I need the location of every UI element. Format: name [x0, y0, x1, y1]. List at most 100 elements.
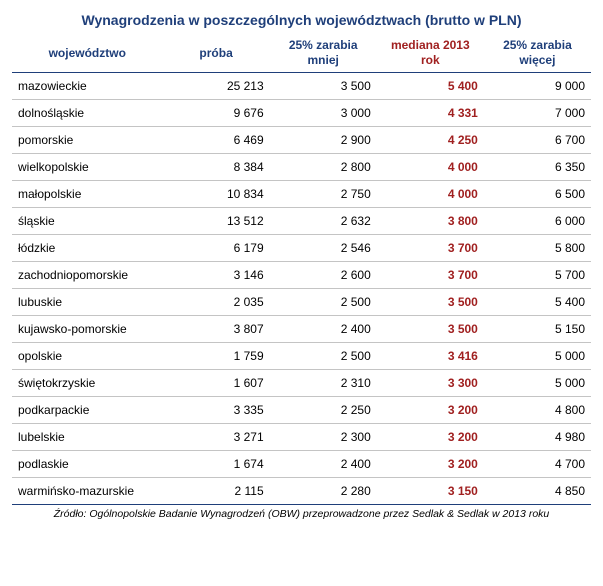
cell-sample: 10 834	[163, 181, 270, 208]
cell-median: 3 416	[377, 343, 484, 370]
cell-q25: 2 250	[270, 397, 377, 424]
cell-region: podlaskie	[12, 451, 163, 478]
cell-q75: 5 000	[484, 370, 591, 397]
cell-median: 4 331	[377, 100, 484, 127]
cell-q75: 7 000	[484, 100, 591, 127]
cell-region: łódzkie	[12, 235, 163, 262]
cell-median: 3 200	[377, 424, 484, 451]
cell-q25: 2 400	[270, 316, 377, 343]
table-title: Wynagrodzenia w poszczególnych województ…	[12, 12, 591, 28]
cell-median: 3 150	[377, 478, 484, 505]
cell-q25: 2 500	[270, 289, 377, 316]
cell-region: wielkopolskie	[12, 154, 163, 181]
table-row: podkarpackie3 3352 2503 2004 800	[12, 397, 591, 424]
cell-median: 4 250	[377, 127, 484, 154]
cell-q75: 4 700	[484, 451, 591, 478]
cell-q25: 2 750	[270, 181, 377, 208]
cell-sample: 9 676	[163, 100, 270, 127]
cell-q25: 3 000	[270, 100, 377, 127]
cell-median: 3 300	[377, 370, 484, 397]
table-row: dolnośląskie9 6763 0004 3317 000	[12, 100, 591, 127]
cell-sample: 3 146	[163, 262, 270, 289]
cell-q75: 4 800	[484, 397, 591, 424]
cell-region: dolnośląskie	[12, 100, 163, 127]
table-row: małopolskie10 8342 7504 0006 500	[12, 181, 591, 208]
table-row: śląskie13 5122 6323 8006 000	[12, 208, 591, 235]
cell-sample: 13 512	[163, 208, 270, 235]
col-header-region: województwo	[12, 34, 163, 73]
cell-region: lubuskie	[12, 289, 163, 316]
cell-sample: 25 213	[163, 73, 270, 100]
cell-q75: 6 700	[484, 127, 591, 154]
cell-median: 3 700	[377, 262, 484, 289]
col-header-sample: próba	[163, 34, 270, 73]
col-header-median: mediana 2013 rok	[377, 34, 484, 73]
cell-q75: 5 700	[484, 262, 591, 289]
table-row: wielkopolskie8 3842 8004 0006 350	[12, 154, 591, 181]
table-row: zachodniopomorskie3 1462 6003 7005 700	[12, 262, 591, 289]
cell-median: 4 000	[377, 154, 484, 181]
cell-region: śląskie	[12, 208, 163, 235]
cell-median: 3 500	[377, 316, 484, 343]
cell-median: 3 500	[377, 289, 484, 316]
cell-q25: 2 280	[270, 478, 377, 505]
table-row: łódzkie6 1792 5463 7005 800	[12, 235, 591, 262]
cell-region: lubelskie	[12, 424, 163, 451]
cell-q75: 6 350	[484, 154, 591, 181]
cell-q25: 2 310	[270, 370, 377, 397]
cell-median: 3 200	[377, 397, 484, 424]
cell-sample: 1 759	[163, 343, 270, 370]
cell-sample: 3 807	[163, 316, 270, 343]
col-header-q25: 25% zarabia mniej	[270, 34, 377, 73]
cell-q75: 5 000	[484, 343, 591, 370]
salary-table: województwo próba 25% zarabia mniej medi…	[12, 34, 591, 505]
cell-sample: 3 335	[163, 397, 270, 424]
table-row: opolskie1 7592 5003 4165 000	[12, 343, 591, 370]
header-row: województwo próba 25% zarabia mniej medi…	[12, 34, 591, 73]
cell-q25: 2 546	[270, 235, 377, 262]
cell-q75: 9 000	[484, 73, 591, 100]
table-row: pomorskie6 4692 9004 2506 700	[12, 127, 591, 154]
table-row: lubelskie3 2712 3003 2004 980	[12, 424, 591, 451]
table-row: podlaskie1 6742 4003 2004 700	[12, 451, 591, 478]
cell-sample: 3 271	[163, 424, 270, 451]
cell-median: 5 400	[377, 73, 484, 100]
cell-region: świętokrzyskie	[12, 370, 163, 397]
cell-median: 3 800	[377, 208, 484, 235]
cell-median: 4 000	[377, 181, 484, 208]
cell-q75: 5 150	[484, 316, 591, 343]
cell-q25: 2 632	[270, 208, 377, 235]
cell-q75: 5 800	[484, 235, 591, 262]
cell-median: 3 200	[377, 451, 484, 478]
cell-sample: 6 469	[163, 127, 270, 154]
cell-q75: 5 400	[484, 289, 591, 316]
cell-region: opolskie	[12, 343, 163, 370]
cell-region: kujawsko-pomorskie	[12, 316, 163, 343]
cell-median: 3 700	[377, 235, 484, 262]
cell-q25: 2 300	[270, 424, 377, 451]
cell-region: pomorskie	[12, 127, 163, 154]
col-header-q75: 25% zarabia więcej	[484, 34, 591, 73]
cell-q25: 2 500	[270, 343, 377, 370]
source-note: Źródło: Ogólnopolskie Badanie Wynagrodze…	[12, 508, 591, 520]
table-row: świętokrzyskie1 6072 3103 3005 000	[12, 370, 591, 397]
cell-q25: 2 400	[270, 451, 377, 478]
cell-q25: 2 900	[270, 127, 377, 154]
cell-region: zachodniopomorskie	[12, 262, 163, 289]
cell-region: małopolskie	[12, 181, 163, 208]
cell-q75: 6 500	[484, 181, 591, 208]
table-row: lubuskie2 0352 5003 5005 400	[12, 289, 591, 316]
cell-q25: 3 500	[270, 73, 377, 100]
table-row: warmińsko-mazurskie2 1152 2803 1504 850	[12, 478, 591, 505]
table-row: mazowieckie25 2133 5005 4009 000	[12, 73, 591, 100]
cell-q75: 4 850	[484, 478, 591, 505]
cell-q75: 4 980	[484, 424, 591, 451]
cell-sample: 1 674	[163, 451, 270, 478]
cell-region: warmińsko-mazurskie	[12, 478, 163, 505]
cell-q25: 2 800	[270, 154, 377, 181]
cell-q25: 2 600	[270, 262, 377, 289]
cell-sample: 2 115	[163, 478, 270, 505]
table-row: kujawsko-pomorskie3 8072 4003 5005 150	[12, 316, 591, 343]
cell-q75: 6 000	[484, 208, 591, 235]
cell-sample: 6 179	[163, 235, 270, 262]
